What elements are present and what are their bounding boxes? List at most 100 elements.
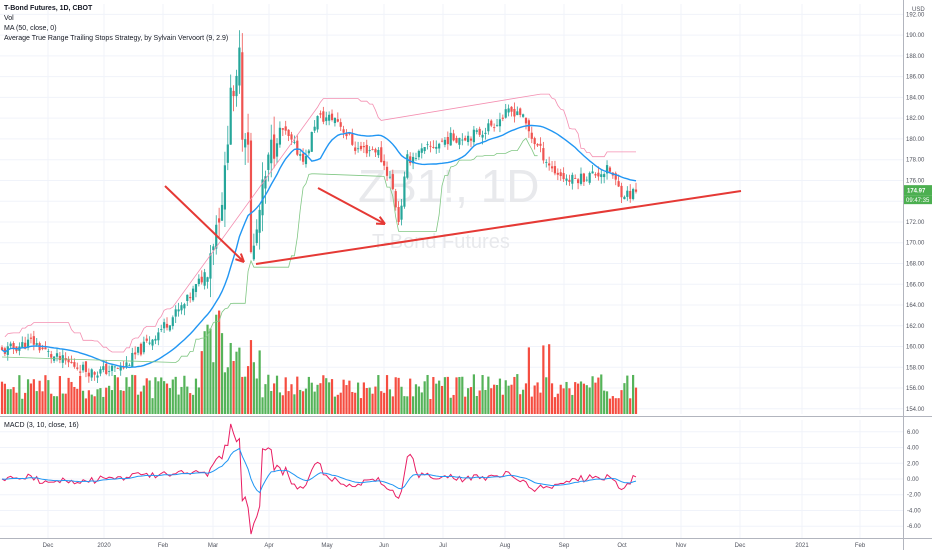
- candle: [301, 153, 305, 162]
- x-tick-label: Jun: [379, 543, 389, 549]
- candle: [620, 185, 623, 198]
- indicator-vol[interactable]: Vol: [4, 15, 14, 22]
- indicator-ma[interactable]: MA (50, close, 0): [4, 25, 57, 32]
- y-tick-label: 168.00: [906, 261, 925, 267]
- volume-bar: [38, 380, 41, 414]
- volume-bar: [87, 390, 90, 414]
- volume-bar: [426, 374, 429, 414]
- volume-bar: [498, 378, 502, 414]
- x-tick-label: Aug: [500, 543, 511, 549]
- volume-bar: [255, 378, 258, 414]
- candle: [21, 342, 24, 348]
- watermark-name: T-Bond Futures: [372, 231, 510, 253]
- volume-bar: [385, 375, 389, 414]
- volume-bar: [232, 361, 235, 414]
- candle: [533, 138, 536, 145]
- candle: [539, 143, 542, 146]
- volume-bar: [174, 376, 177, 414]
- volume-bar: [84, 398, 88, 414]
- x-tick-label: May: [321, 543, 332, 549]
- x-tick-label: Dec: [43, 543, 54, 549]
- price-badge-value: 174.97: [907, 189, 926, 195]
- volume-bar: [577, 383, 580, 414]
- signal-line: [1, 447, 637, 494]
- volume-bar: [582, 383, 585, 414]
- volume-bar: [307, 376, 310, 414]
- candle: [516, 111, 519, 116]
- volume-bar: [330, 379, 334, 414]
- candle: [629, 190, 632, 199]
- candle: [296, 140, 299, 155]
- volume-bar: [516, 374, 519, 414]
- volume-bar: [493, 384, 496, 414]
- y-tick-label: 192.00: [906, 12, 925, 18]
- candle: [409, 156, 412, 164]
- volume-bar: [32, 379, 35, 414]
- candle: [585, 179, 588, 181]
- ma-line: [1, 124, 637, 369]
- candle: [354, 147, 357, 151]
- volume-bar: [466, 388, 470, 414]
- x-tick-label: Sep: [559, 543, 570, 549]
- volume-bar: [501, 394, 504, 414]
- volume-bar: [186, 386, 189, 414]
- volume-bar: [171, 379, 174, 414]
- legend: T-Bond Futures, 1D, CBOT Vol MA (50, clo…: [4, 4, 228, 44]
- volume-bar: [206, 324, 209, 414]
- volume-bar: [18, 375, 21, 414]
- candle: [377, 149, 380, 156]
- macd-y-tick-label: 0.00: [907, 477, 919, 483]
- volume-bar: [322, 375, 325, 414]
- volume-bar: [545, 377, 548, 414]
- volume-bar: [183, 375, 186, 414]
- candle: [290, 134, 293, 140]
- candle: [579, 173, 583, 184]
- volume-bar: [12, 387, 15, 414]
- volume-bar: [180, 386, 183, 414]
- candle: [128, 364, 131, 366]
- volume-bar: [435, 383, 438, 414]
- volume-bar: [475, 395, 478, 414]
- volume-bar: [374, 386, 377, 414]
- volume-bar: [24, 392, 27, 414]
- candle: [322, 111, 325, 122]
- candle: [484, 132, 487, 134]
- volume-bar: [513, 376, 516, 414]
- candle: [597, 172, 600, 177]
- candle: [165, 323, 169, 328]
- candle: [356, 148, 360, 150]
- candle: [414, 158, 418, 159]
- candle: [29, 337, 33, 339]
- candle: [284, 126, 287, 131]
- volume-bar: [614, 398, 617, 414]
- volume-bar: [110, 390, 114, 414]
- candle: [189, 297, 192, 299]
- volume-bar: [252, 362, 255, 414]
- volume-bar: [438, 380, 441, 414]
- candle: [197, 278, 200, 285]
- candle: [180, 305, 183, 311]
- trailing-stop-line: [4, 93, 636, 353]
- volume-bar: [548, 344, 551, 414]
- volume-bar: [490, 388, 493, 414]
- candle: [275, 143, 279, 157]
- volume-bar: [588, 387, 591, 414]
- candle: [116, 368, 119, 369]
- volume-bar: [0, 381, 4, 414]
- volume-bar: [215, 314, 218, 414]
- candle: [113, 366, 117, 368]
- volume-bar: [400, 386, 403, 414]
- macd-y-tick-label: 6.00: [907, 430, 919, 436]
- volume-bar: [336, 394, 339, 414]
- y-tick-label: 170.00: [906, 241, 925, 247]
- volume-bar: [495, 384, 499, 414]
- indicator-atr-stops[interactable]: Average True Range Trailing Stops Strate…: [4, 35, 229, 42]
- volume-bar: [290, 384, 293, 414]
- candle: [388, 176, 392, 178]
- volume-bar: [449, 397, 452, 414]
- candle: [183, 304, 186, 309]
- macd-title[interactable]: MACD (3, 10, close, 16): [4, 422, 79, 429]
- volume-bar: [9, 389, 12, 414]
- candle: [249, 140, 253, 253]
